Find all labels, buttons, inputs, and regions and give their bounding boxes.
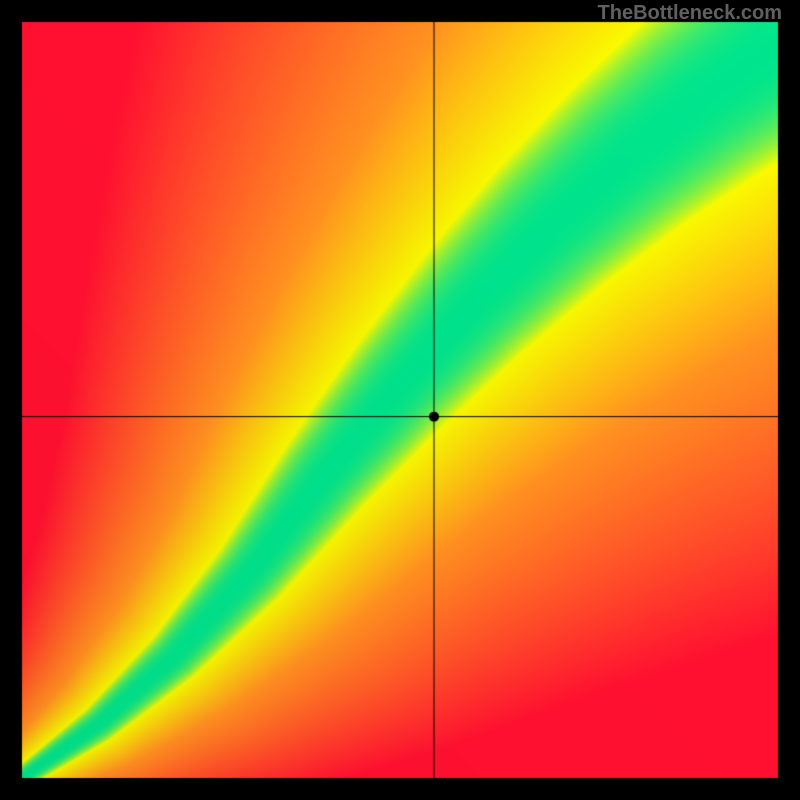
watermark-text: TheBottleneck.com: [598, 2, 782, 25]
bottleneck-heatmap: [0, 0, 800, 800]
chart-container: TheBottleneck.com: [0, 0, 800, 800]
